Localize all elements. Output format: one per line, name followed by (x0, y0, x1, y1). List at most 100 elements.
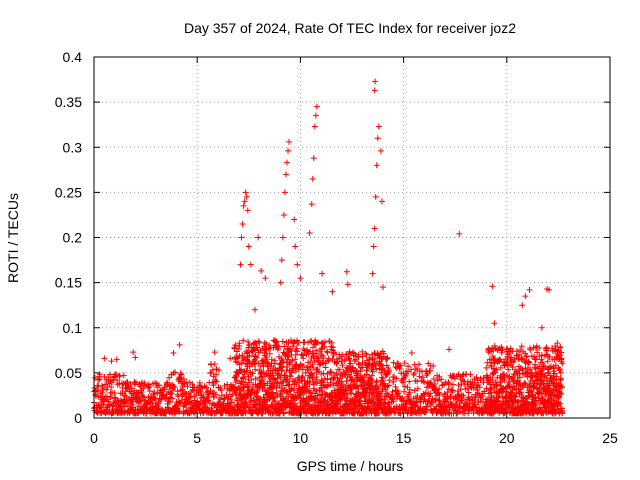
roti-point (236, 390, 243, 397)
roti-point (538, 324, 545, 331)
chart-title: Day 357 of 2024, Rate Of TEC Index for r… (184, 20, 516, 36)
roti-point (321, 339, 328, 346)
roti-point (132, 379, 139, 386)
roti-point (272, 367, 279, 374)
roti-point (283, 359, 290, 366)
roti-point (306, 229, 313, 236)
roti-point (273, 384, 280, 391)
roti-point (111, 389, 118, 396)
roti-point (305, 367, 312, 374)
roti-point (308, 392, 315, 399)
y-tick-label: 0.3 (63, 139, 83, 155)
roti-point (243, 367, 250, 374)
roti-point (111, 395, 118, 402)
roti-point (320, 355, 327, 362)
roti-point (339, 362, 346, 369)
roti-point (286, 361, 293, 368)
roti-point (321, 343, 328, 350)
roti-point (184, 383, 191, 390)
y-tick-label: 0.2 (63, 230, 83, 246)
roti-point (170, 350, 177, 357)
roti-point (310, 364, 317, 371)
roti-point (343, 378, 350, 385)
roti-point (300, 352, 307, 359)
roti-point (491, 320, 498, 327)
roti-point (171, 384, 178, 391)
x-tick-label: 10 (293, 430, 309, 446)
roti-point (268, 401, 275, 408)
roti-point (294, 348, 301, 355)
roti-point (113, 371, 120, 378)
roti-point (377, 147, 384, 154)
y-tick-label: 0.1 (63, 320, 83, 336)
roti-point (152, 379, 159, 386)
roti-point (281, 409, 288, 416)
roti-point (263, 353, 270, 360)
roti-point (296, 392, 303, 399)
roti-point (278, 257, 285, 264)
roti-point (313, 387, 320, 394)
roti-point (216, 367, 223, 374)
x-axis-label: GPS time / hours (297, 458, 404, 474)
roti-point (316, 361, 323, 368)
roti-point (328, 369, 335, 376)
roti-point (165, 398, 172, 405)
roti-point (331, 349, 338, 356)
roti-point (292, 365, 299, 372)
roti-point (446, 346, 453, 353)
roti-point (200, 393, 207, 400)
roti-point (281, 343, 288, 350)
roti-point (252, 359, 259, 366)
roti-point (310, 381, 317, 388)
roti-point (132, 354, 139, 361)
roti-point (140, 385, 147, 392)
roti-point (251, 306, 258, 313)
roti-point (253, 344, 260, 351)
roti-point (522, 293, 529, 300)
roti-point (211, 349, 218, 356)
roti-point (161, 386, 168, 393)
roti-point (159, 392, 166, 399)
roti-point (213, 366, 220, 373)
roti-point (292, 356, 299, 363)
y-axis-label: ROTI / TECUs (5, 193, 21, 283)
roti-point (186, 393, 193, 400)
roti-point (374, 135, 381, 142)
roti-point (295, 339, 302, 346)
roti-point (211, 401, 218, 408)
roti-point (328, 339, 335, 346)
roti-point (373, 162, 380, 169)
roti-point (180, 380, 187, 387)
roti-point (281, 189, 288, 196)
roti-point (279, 338, 286, 345)
roti-point (323, 348, 330, 355)
y-tick-label: 0.25 (55, 184, 82, 200)
roti-point (280, 211, 287, 218)
roti-point (279, 390, 286, 397)
roti-point (242, 395, 249, 402)
roti-point (189, 381, 196, 388)
roti-point (234, 377, 241, 384)
roti-point (378, 198, 385, 205)
roti-point (221, 382, 228, 389)
roti-point (327, 368, 334, 375)
roti-point (113, 356, 120, 363)
roti-point (253, 354, 260, 361)
roti-point (237, 261, 244, 268)
roti-point (212, 391, 219, 398)
roti-point (309, 361, 316, 368)
roti-point (519, 302, 526, 309)
roti-point (282, 171, 289, 178)
roti-point (138, 389, 145, 396)
roti-point (312, 112, 319, 119)
roti-point (213, 371, 220, 378)
roti-point (283, 367, 290, 374)
roti-point (321, 375, 328, 382)
roti-point (456, 230, 463, 237)
roti-point (302, 369, 309, 376)
roti-point (330, 352, 337, 359)
roti-point (320, 370, 327, 377)
roti-point (344, 281, 351, 288)
roti-point (232, 342, 239, 349)
